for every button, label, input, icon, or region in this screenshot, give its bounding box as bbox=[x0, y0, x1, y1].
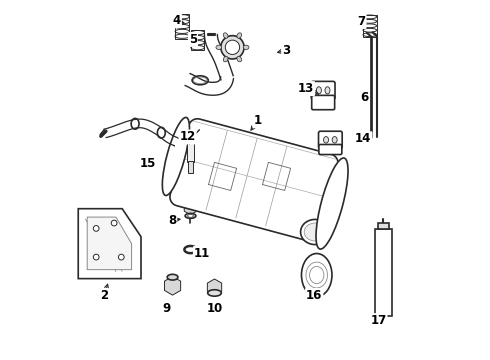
Ellipse shape bbox=[304, 223, 326, 241]
Text: 7: 7 bbox=[358, 15, 366, 28]
Ellipse shape bbox=[111, 220, 117, 226]
Ellipse shape bbox=[317, 87, 321, 94]
Bar bbox=[187, 142, 194, 162]
Ellipse shape bbox=[301, 253, 332, 297]
Text: 13: 13 bbox=[298, 82, 314, 95]
Ellipse shape bbox=[332, 136, 337, 143]
Ellipse shape bbox=[243, 45, 249, 49]
Text: 9: 9 bbox=[163, 302, 171, 315]
Polygon shape bbox=[165, 276, 181, 295]
Text: 8: 8 bbox=[168, 214, 176, 227]
Bar bbox=[175, 14, 190, 39]
Text: 6: 6 bbox=[360, 91, 368, 104]
Ellipse shape bbox=[162, 117, 190, 195]
FancyBboxPatch shape bbox=[312, 95, 335, 110]
FancyBboxPatch shape bbox=[318, 131, 342, 148]
Polygon shape bbox=[170, 119, 338, 241]
Bar bbox=[363, 15, 377, 37]
Text: 2: 2 bbox=[100, 289, 108, 302]
Ellipse shape bbox=[221, 36, 244, 59]
Text: 3: 3 bbox=[282, 44, 290, 57]
Ellipse shape bbox=[223, 57, 228, 62]
Polygon shape bbox=[207, 279, 221, 296]
Ellipse shape bbox=[188, 215, 194, 217]
Text: 14: 14 bbox=[355, 132, 371, 145]
Ellipse shape bbox=[216, 45, 221, 49]
Ellipse shape bbox=[93, 226, 99, 231]
Ellipse shape bbox=[119, 254, 124, 260]
Text: 12: 12 bbox=[179, 130, 196, 144]
Ellipse shape bbox=[208, 290, 221, 296]
Ellipse shape bbox=[325, 87, 330, 94]
Text: 4: 4 bbox=[173, 14, 181, 27]
Ellipse shape bbox=[223, 33, 228, 38]
Text: 11: 11 bbox=[194, 247, 210, 260]
Ellipse shape bbox=[237, 57, 242, 62]
Text: 1: 1 bbox=[253, 114, 262, 127]
Bar bbox=[188, 161, 193, 173]
Ellipse shape bbox=[185, 213, 196, 219]
Polygon shape bbox=[184, 201, 196, 215]
Text: 17: 17 bbox=[370, 314, 387, 327]
Ellipse shape bbox=[300, 220, 329, 244]
FancyBboxPatch shape bbox=[311, 81, 335, 99]
Polygon shape bbox=[183, 135, 198, 153]
Bar bbox=[191, 30, 204, 50]
Polygon shape bbox=[78, 209, 141, 279]
Ellipse shape bbox=[93, 254, 99, 260]
Ellipse shape bbox=[225, 40, 240, 54]
Text: 15: 15 bbox=[139, 157, 156, 170]
Ellipse shape bbox=[316, 158, 348, 249]
Ellipse shape bbox=[237, 33, 242, 38]
Text: 5: 5 bbox=[189, 33, 197, 46]
Bar bbox=[375, 229, 392, 316]
Ellipse shape bbox=[323, 136, 329, 143]
Bar bbox=[378, 223, 389, 229]
Text: 16: 16 bbox=[306, 289, 322, 302]
FancyBboxPatch shape bbox=[319, 144, 342, 154]
Polygon shape bbox=[87, 217, 132, 270]
Text: 10: 10 bbox=[206, 302, 222, 315]
Ellipse shape bbox=[167, 274, 178, 280]
